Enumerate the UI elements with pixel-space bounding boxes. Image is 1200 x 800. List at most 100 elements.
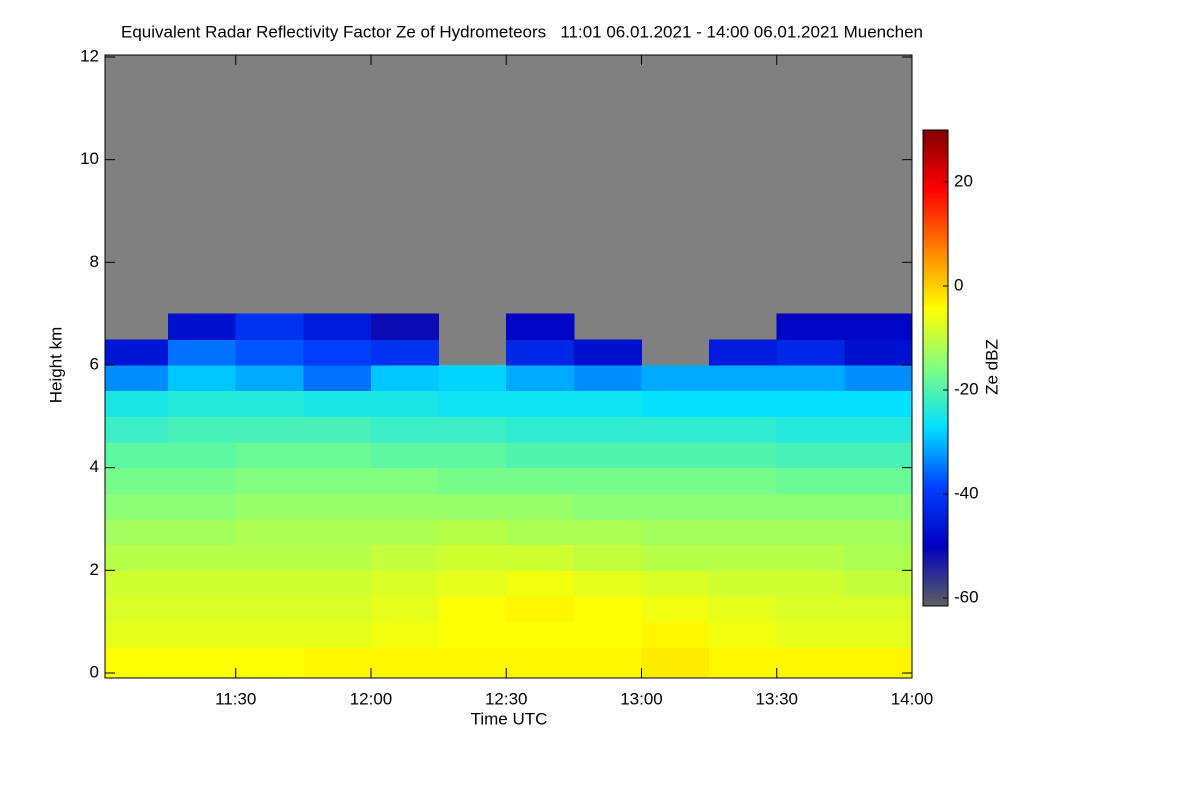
heatmap-cell <box>506 493 575 520</box>
heatmap-cell <box>370 416 440 443</box>
heatmap-cell <box>303 365 372 392</box>
heatmap-cell <box>235 544 304 571</box>
heatmap-cell <box>506 621 575 648</box>
heatmap-cell <box>235 416 304 443</box>
heatmap-cell <box>641 493 710 520</box>
heatmap-cell <box>776 339 845 366</box>
heatmap-cell <box>776 467 845 494</box>
heatmap-cell <box>709 365 778 392</box>
heatmap-cell <box>370 467 440 494</box>
heatmap-cell <box>105 339 169 366</box>
heatmap-cell <box>168 390 237 417</box>
heatmap-cell <box>438 519 507 546</box>
heatmap-cell <box>303 390 372 417</box>
heatmap-cell <box>844 442 912 469</box>
heatmap-cell <box>844 416 912 443</box>
heatmap-cell <box>370 390 440 417</box>
x-tick-label: 11:30 <box>215 689 256 708</box>
heatmap-cell <box>844 621 912 648</box>
heatmap-cell <box>105 442 169 469</box>
heatmap-cell <box>844 467 912 494</box>
heatmap-cell <box>506 544 575 571</box>
heatmap-cell <box>105 621 169 648</box>
heatmap-cell <box>370 493 440 520</box>
heatmap-cell <box>573 570 642 597</box>
x-axis-label: Time UTC <box>471 709 548 728</box>
heatmap-cell <box>641 467 710 494</box>
chart-title: Equivalent Radar Reflectivity Factor Ze … <box>121 22 923 41</box>
y-axis-label: Height km <box>46 327 65 404</box>
heatmap-cell <box>370 544 440 571</box>
heatmap-cell <box>573 596 642 623</box>
heatmap-cell <box>168 365 237 392</box>
heatmap-cell <box>573 519 642 546</box>
heatmap-cell <box>105 544 169 571</box>
heatmap-cell <box>168 442 237 469</box>
heatmap-cell <box>709 467 778 494</box>
heatmap-cell <box>105 390 169 417</box>
heatmap-cell <box>438 493 507 520</box>
heatmap-cell <box>573 365 642 392</box>
heatmap-cell <box>370 570 440 597</box>
heatmap-cell <box>168 493 237 520</box>
colorbar <box>922 129 949 607</box>
heatmap-cell <box>105 647 169 678</box>
heatmap-cell <box>844 493 912 520</box>
heatmap-cell <box>105 596 169 623</box>
heatmap-cell <box>573 621 642 648</box>
y-tick-label: 8 <box>90 252 99 271</box>
colorbar-tick-label: 0 <box>954 275 963 294</box>
heatmap-cell <box>641 570 710 597</box>
heatmap-cell <box>844 596 912 623</box>
heatmap-cell <box>776 365 845 392</box>
heatmap-cell <box>776 647 845 678</box>
heatmap-cell <box>776 519 845 546</box>
heatmap-cell <box>370 647 440 678</box>
heatmap-cell <box>709 519 778 546</box>
heatmap-cell <box>168 596 237 623</box>
heatmap-cell <box>303 596 372 623</box>
x-tick-label: 14:00 <box>891 689 934 708</box>
heatmap-cell <box>641 416 710 443</box>
heatmap-cell <box>506 647 575 678</box>
heatmap-cell <box>641 442 710 469</box>
heatmap-cell <box>370 519 440 546</box>
heatmap-cell <box>235 493 304 520</box>
heatmap-cell <box>573 467 642 494</box>
heatmap-cell <box>168 519 237 546</box>
heatmap-cell <box>506 570 575 597</box>
heatmap-cell <box>641 596 710 623</box>
heatmap-cell <box>168 647 237 678</box>
heatmap-cell <box>709 621 778 648</box>
heatmap-cell <box>303 313 372 340</box>
heatmap-cell <box>168 467 237 494</box>
heatmap-cell <box>641 621 710 648</box>
heatmap-cell <box>438 416 507 443</box>
heatmap-cell <box>303 621 372 648</box>
heatmap-cell <box>235 621 304 648</box>
heatmap-cell <box>709 647 778 678</box>
heatmap-cell <box>168 621 237 648</box>
heatmap-cell <box>168 416 237 443</box>
heatmap-cell <box>105 365 169 392</box>
heatmap-cell <box>235 339 304 366</box>
heatmap-cell <box>438 596 507 623</box>
heatmap-cell <box>776 621 845 648</box>
heatmap-cell <box>641 647 710 678</box>
heatmap-cell <box>235 442 304 469</box>
heatmap-cell <box>709 493 778 520</box>
heatmap-cell <box>776 313 845 340</box>
heatmap-cell <box>506 467 575 494</box>
y-tick-label: 4 <box>90 457 99 476</box>
heatmap-cell <box>506 442 575 469</box>
heatmap-cell <box>641 519 710 546</box>
heatmap-cell <box>506 313 575 340</box>
heatmap-cell <box>506 416 575 443</box>
heatmap-cell <box>105 416 169 443</box>
heatmap-cell <box>438 570 507 597</box>
heatmap-cell <box>303 467 372 494</box>
heatmap-cell <box>235 313 304 340</box>
heatmap-cell <box>438 647 507 678</box>
heatmap-cell <box>844 339 912 366</box>
heatmap-cell <box>844 390 912 417</box>
